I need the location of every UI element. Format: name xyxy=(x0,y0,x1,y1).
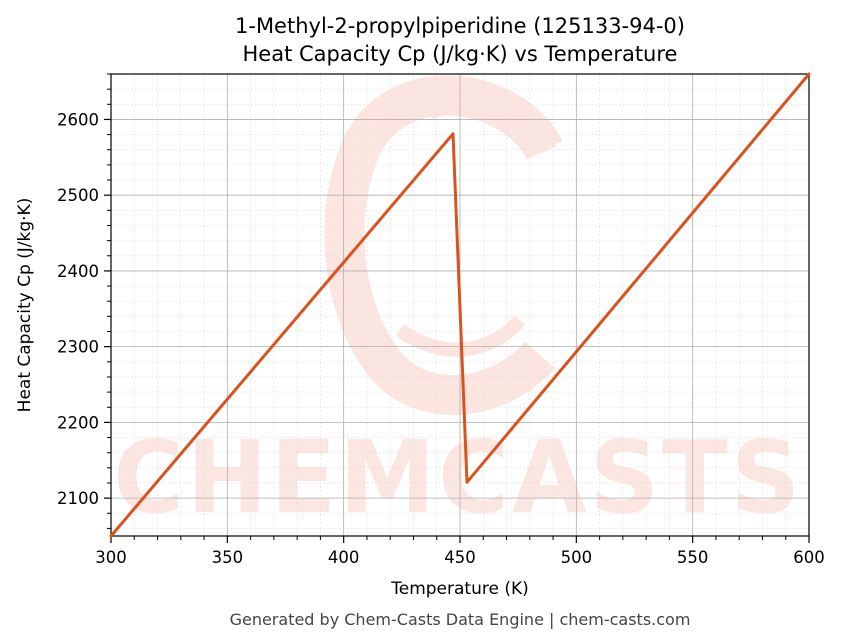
watermark-logo xyxy=(324,75,563,416)
series-line xyxy=(109,72,811,538)
y-axis: 2100 2200 2300 2400 2500 2600 xyxy=(57,73,111,529)
watermark-text: CHEMCASTS xyxy=(113,419,803,536)
y-tick-label: 2300 xyxy=(57,338,99,357)
series-group xyxy=(109,72,811,538)
x-axis-label: Temperature (K) xyxy=(390,579,529,599)
y-tick-label: 2500 xyxy=(57,186,99,205)
x-tick-label: 350 xyxy=(212,548,244,567)
watermark: CHEMCASTS xyxy=(113,75,803,536)
x-axis: 300 350 400 450 500 550 600 xyxy=(95,536,825,567)
y-tick-label: 2600 xyxy=(57,110,99,129)
y-tick-label: 2200 xyxy=(57,413,99,432)
y-axis-label: Heat Capacity Cp (J/kg·K) xyxy=(15,198,35,413)
footer-credit: Generated by Chem-Casts Data Engine | ch… xyxy=(230,610,691,629)
x-tick-label: 600 xyxy=(793,548,825,567)
x-tick-label: 400 xyxy=(328,548,360,567)
x-tick-label: 300 xyxy=(95,548,127,567)
chart-subtitle: Heat Capacity Cp (J/kg·K) vs Temperature xyxy=(243,42,678,66)
x-tick-label: 450 xyxy=(444,548,476,567)
chart-title: 1-Methyl-2-propylpiperidine (125133-94-0… xyxy=(235,14,685,38)
x-tick-label: 550 xyxy=(677,548,709,567)
y-tick-label: 2400 xyxy=(57,262,99,281)
y-tick-label: 2100 xyxy=(57,489,99,508)
x-tick-label: 500 xyxy=(561,548,593,567)
